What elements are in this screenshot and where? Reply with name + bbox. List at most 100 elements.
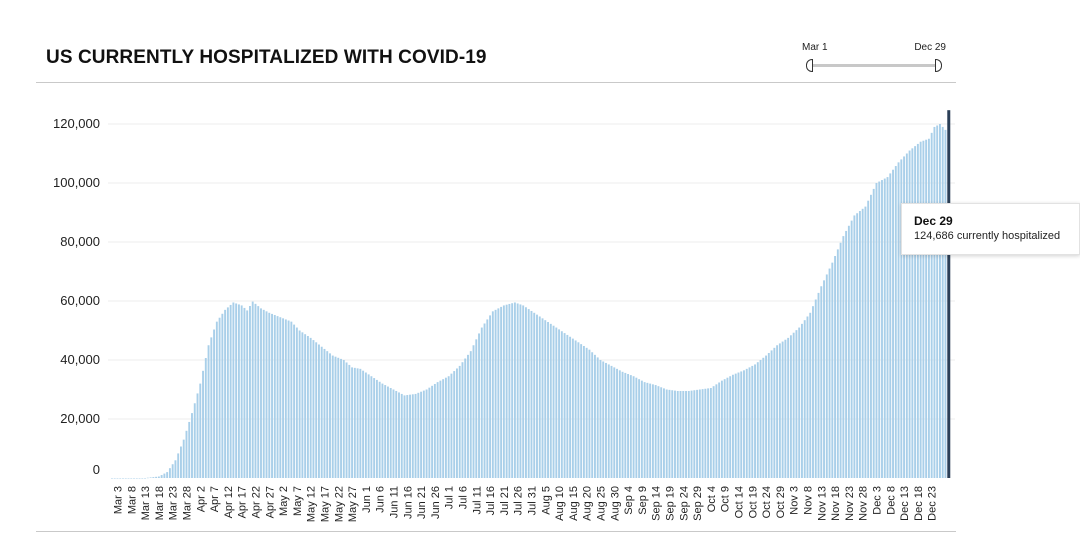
bar [141, 478, 144, 479]
bar [726, 377, 729, 478]
bar [475, 339, 478, 478]
bar [881, 180, 883, 479]
bar [431, 385, 434, 478]
bar [577, 342, 580, 478]
x-tick-label: Sep 14 [651, 486, 663, 521]
x-tick-label: Mar 3 [113, 486, 125, 514]
bar [138, 478, 141, 479]
bar [809, 312, 812, 478]
bar [240, 305, 243, 478]
bar [533, 312, 536, 478]
bar [596, 357, 599, 478]
bar [483, 323, 486, 478]
x-tick-label: Mar 23 [168, 486, 180, 520]
bar [594, 354, 596, 478]
bar [370, 376, 373, 478]
bar [359, 368, 362, 478]
bar [356, 368, 359, 478]
bar [494, 309, 497, 478]
bar [436, 382, 439, 479]
bar [872, 188, 875, 478]
x-tick-label: Jun 1 [361, 486, 373, 513]
bar [439, 380, 442, 478]
bar [715, 384, 718, 478]
bar [127, 478, 130, 479]
x-tick-label: Oct 24 [761, 486, 773, 518]
bar [235, 303, 238, 478]
x-tick-label: Aug 15 [568, 486, 580, 521]
bar [687, 390, 690, 478]
tooltip-date: Dec 29 [914, 214, 953, 228]
bar [789, 335, 792, 478]
x-tick-label: Jun 11 [389, 486, 401, 518]
bar [892, 169, 894, 479]
x-tick-label: Sep 4 [623, 486, 635, 515]
bar [511, 303, 514, 478]
bar [743, 370, 745, 478]
bar [643, 382, 646, 479]
y-tick-label: 120,000 [53, 116, 100, 131]
bar [124, 478, 127, 479]
bar [298, 330, 301, 478]
bar [480, 327, 483, 478]
bar [922, 140, 925, 478]
bar [320, 346, 323, 478]
bar [801, 323, 803, 478]
bar [180, 446, 182, 478]
x-tick-label: May 17 [320, 486, 332, 522]
x-tick-label: Dec 13 [899, 486, 911, 521]
x-tick-label: Mar 28 [182, 486, 194, 520]
x-tick-label: Jul 11 [471, 486, 483, 515]
range-track[interactable] [810, 64, 936, 67]
bar [679, 390, 682, 478]
y-tick-label: 40,000 [60, 352, 100, 367]
bar [676, 390, 679, 478]
bar [133, 478, 135, 479]
bar [312, 340, 315, 478]
bar [856, 213, 859, 479]
highlighted-bar [947, 110, 951, 479]
bar [116, 478, 119, 479]
bar [784, 339, 787, 478]
bar [295, 327, 298, 478]
bar [690, 390, 693, 478]
bar [919, 141, 922, 478]
bar [486, 319, 489, 478]
bar [453, 371, 456, 478]
bar [649, 383, 652, 478]
x-tick-label: Nov 13 [816, 486, 828, 521]
bar [599, 360, 602, 478]
bar [762, 357, 765, 478]
bar [560, 331, 563, 478]
bar [113, 478, 116, 479]
bar [293, 324, 296, 478]
bar [787, 337, 790, 479]
bar [806, 316, 809, 478]
bar [927, 138, 930, 478]
bar [552, 325, 555, 478]
x-tick-label: Jul 1 [444, 486, 456, 509]
bar [502, 305, 505, 478]
x-tick-label: May 7 [292, 486, 304, 516]
bar [395, 390, 398, 478]
bar [555, 327, 558, 478]
bar [273, 315, 276, 478]
bar [538, 316, 541, 478]
bar [602, 361, 605, 478]
bar [276, 316, 279, 478]
bar [585, 347, 588, 478]
x-tick-label: Aug 10 [554, 486, 566, 521]
date-range-slider[interactable]: Mar 1 Dec 29 [800, 40, 950, 76]
bar [207, 345, 210, 478]
bar [282, 318, 285, 478]
bar [693, 390, 696, 478]
bar [588, 349, 591, 478]
x-tick-label: Jul 16 [485, 486, 497, 515]
bar [191, 413, 193, 478]
range-start-handle[interactable] [806, 59, 813, 72]
bar [756, 362, 759, 478]
bar [853, 215, 856, 478]
bar [889, 173, 892, 478]
bar [351, 367, 354, 479]
